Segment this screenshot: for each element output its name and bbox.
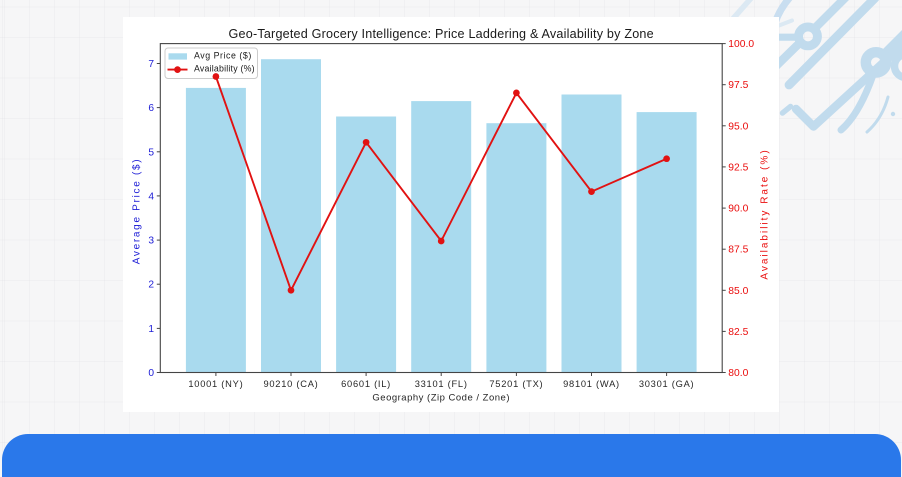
svg-text:100.0: 100.0 — [728, 39, 754, 50]
svg-text:Geo-Targeted Grocery Intellige: Geo-Targeted Grocery Intelligence: Price… — [229, 27, 654, 41]
svg-text:3: 3 — [148, 236, 154, 247]
svg-text:5: 5 — [148, 147, 154, 158]
svg-text:Availability (%): Availability (%) — [194, 64, 255, 74]
svg-text:82.5: 82.5 — [728, 327, 748, 338]
svg-text:90.0: 90.0 — [728, 204, 748, 215]
svg-text:4: 4 — [148, 191, 154, 202]
svg-text:6: 6 — [148, 103, 154, 114]
svg-text:75201 (TX): 75201 (TX) — [489, 379, 543, 389]
svg-text:85.0: 85.0 — [728, 286, 748, 297]
svg-text:Availability Rate (%): Availability Rate (%) — [760, 148, 771, 279]
svg-text:98101 (WA): 98101 (WA) — [563, 379, 620, 389]
svg-text:87.5: 87.5 — [728, 245, 748, 256]
svg-text:97.5: 97.5 — [728, 80, 748, 91]
svg-text:60601 (IL): 60601 (IL) — [341, 379, 391, 389]
svg-text:80.0: 80.0 — [728, 368, 748, 379]
svg-text:Average Price ($): Average Price ($) — [132, 158, 143, 265]
svg-text:92.5: 92.5 — [728, 162, 748, 173]
svg-text:Avg Price ($): Avg Price ($) — [194, 51, 252, 61]
svg-text:30301 (GA): 30301 (GA) — [639, 379, 695, 389]
svg-text:0: 0 — [148, 368, 154, 379]
svg-text:10001 (NY): 10001 (NY) — [188, 379, 243, 389]
svg-text:90210 (CA): 90210 (CA) — [263, 379, 318, 389]
svg-text:2: 2 — [148, 280, 154, 291]
svg-text:1: 1 — [148, 324, 154, 335]
svg-text:33101 (FL): 33101 (FL) — [415, 379, 468, 389]
svg-text:Geography (Zip Code / Zone): Geography (Zip Code / Zone) — [372, 393, 510, 404]
svg-text:7: 7 — [148, 59, 154, 70]
svg-text:95.0: 95.0 — [728, 121, 748, 132]
